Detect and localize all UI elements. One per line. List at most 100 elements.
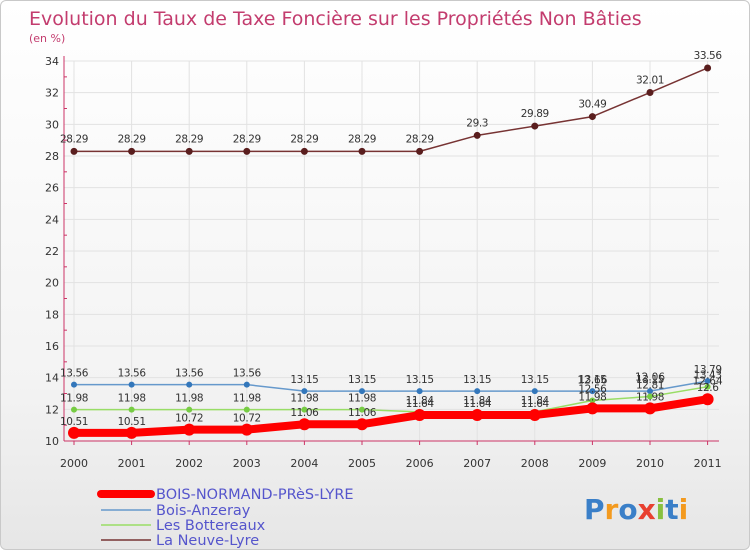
data-label: 11.98 [233, 393, 261, 405]
x-tick-label-2009: 2009 [578, 457, 606, 470]
series-point-0 [125, 426, 138, 439]
logo-letter: i [656, 493, 666, 526]
data-label: 11.84 [406, 395, 435, 407]
series-point-2 [359, 406, 365, 413]
y-tick-label: 18 [45, 308, 59, 321]
series-point-1 [243, 381, 250, 388]
y-tick-label: 28 [45, 150, 59, 163]
data-label: 13.56 [118, 368, 147, 380]
series-point-3 [704, 64, 712, 72]
data-label: 13.43 [694, 370, 722, 382]
series-point-1 [474, 388, 481, 395]
y-tick-label: 22 [45, 245, 59, 258]
series-point-3 [128, 147, 136, 155]
x-tick-label-2005: 2005 [348, 457, 376, 470]
x-tick-label-2001: 2001 [118, 457, 146, 470]
data-label: 28.29 [406, 133, 434, 145]
data-label: 28.29 [60, 133, 88, 145]
series-point-1 [71, 381, 77, 388]
series-point-3 [300, 147, 308, 155]
series-point-0 [68, 426, 80, 439]
data-label: 13.15 [406, 374, 434, 386]
y-tick-label: 16 [45, 340, 59, 353]
x-tick-label-2006: 2006 [406, 457, 434, 470]
data-label: 11.98 [348, 393, 376, 405]
axes: 10 12 14 16 18 20 22 24 26 28 30 32 34 2000 2001 2002 20… [45, 55, 722, 470]
series-point-3 [531, 122, 539, 130]
data-label: 32.01 [636, 75, 664, 87]
data-label: 29.89 [521, 108, 549, 120]
y-tick-label: 10 [45, 435, 59, 448]
series-point-3 [416, 147, 424, 155]
series-group [68, 64, 714, 439]
series-point-2 [71, 406, 77, 413]
data-label: 13.79 [694, 364, 722, 376]
data-label-extra: 12.64 [693, 376, 723, 388]
data-label: 28.29 [348, 133, 376, 145]
x-tick-label-2003: 2003 [233, 457, 261, 470]
x-tick-label-2000: 2000 [60, 457, 88, 470]
series-point-2 [128, 406, 135, 413]
data-label: 10.72 [175, 413, 203, 425]
x-tick-label-2004: 2004 [290, 457, 318, 470]
series-point-0 [413, 409, 426, 422]
y-tick-label: 26 [45, 182, 59, 195]
data-label: 30.49 [578, 99, 606, 111]
data-label: 28.29 [290, 133, 318, 145]
data-label: 11.64 [521, 398, 550, 410]
data-label: 28.29 [175, 133, 203, 145]
data-label: 13.15 [521, 374, 549, 386]
logo-letter: t [665, 493, 678, 526]
y-axis-unit: (en %) [29, 32, 65, 45]
data-label: 11.98 [175, 393, 203, 405]
data-labels: 10.51 10.51 10.72 10.72 11.06 11.06 11.64 11.64… [60, 50, 723, 428]
series-point-3 [243, 147, 251, 155]
series-point-1 [359, 388, 365, 395]
data-label: 13.56 [60, 368, 89, 380]
series-point-1 [531, 388, 538, 395]
data-label: 28.29 [118, 133, 146, 145]
data-label: 13.15 [463, 374, 491, 386]
y-tick-label: 32 [45, 87, 59, 100]
logo-text: Proxiti [584, 493, 688, 526]
series-point-1 [704, 377, 711, 384]
grid [64, 60, 719, 442]
data-label: 10.51 [118, 416, 146, 428]
series-point-2 [243, 406, 250, 413]
logo-letter: x [638, 493, 656, 526]
data-label: 11.98 [636, 391, 664, 403]
series-line-0 [70, 395, 712, 437]
logo-letter: o [618, 493, 637, 526]
data-label: 11.84 [521, 395, 550, 407]
legend-label-0: BOIS-NORMAND-PRèS-LYRE [156, 487, 354, 503]
y-tick-label: 24 [45, 213, 59, 226]
data-label: 11.98 [578, 391, 606, 403]
x-tick-label-2010: 2010 [636, 457, 664, 470]
data-label: 12.81 [636, 380, 664, 392]
series-line-1 [73, 380, 709, 392]
y-tick-label: 14 [45, 372, 59, 385]
data-label: 11.98 [290, 393, 318, 405]
x-tick-label-2011: 2011 [694, 457, 722, 470]
data-label: 28.29 [233, 133, 261, 145]
data-label: 10.51 [60, 416, 88, 428]
data-label: 11.84 [463, 395, 492, 407]
series-point-1 [416, 388, 423, 395]
series-point-0 [471, 409, 484, 422]
series-point-0 [528, 409, 541, 422]
proxiti-logo: Proxiti [584, 493, 688, 526]
series-point-1 [128, 381, 135, 388]
legend-label-2: Les Bottereaux [156, 518, 266, 534]
data-label: 11.98 [118, 393, 146, 405]
legend-label-1: Bois-Anzeray [156, 503, 251, 519]
series-point-2 [301, 406, 308, 413]
series-point-0 [644, 402, 656, 415]
x-tick-label-2007: 2007 [463, 457, 491, 470]
series-point-2 [186, 406, 193, 413]
series-point-1 [589, 388, 596, 395]
data-label: 10.72 [233, 413, 261, 425]
series-point-0 [298, 418, 311, 431]
